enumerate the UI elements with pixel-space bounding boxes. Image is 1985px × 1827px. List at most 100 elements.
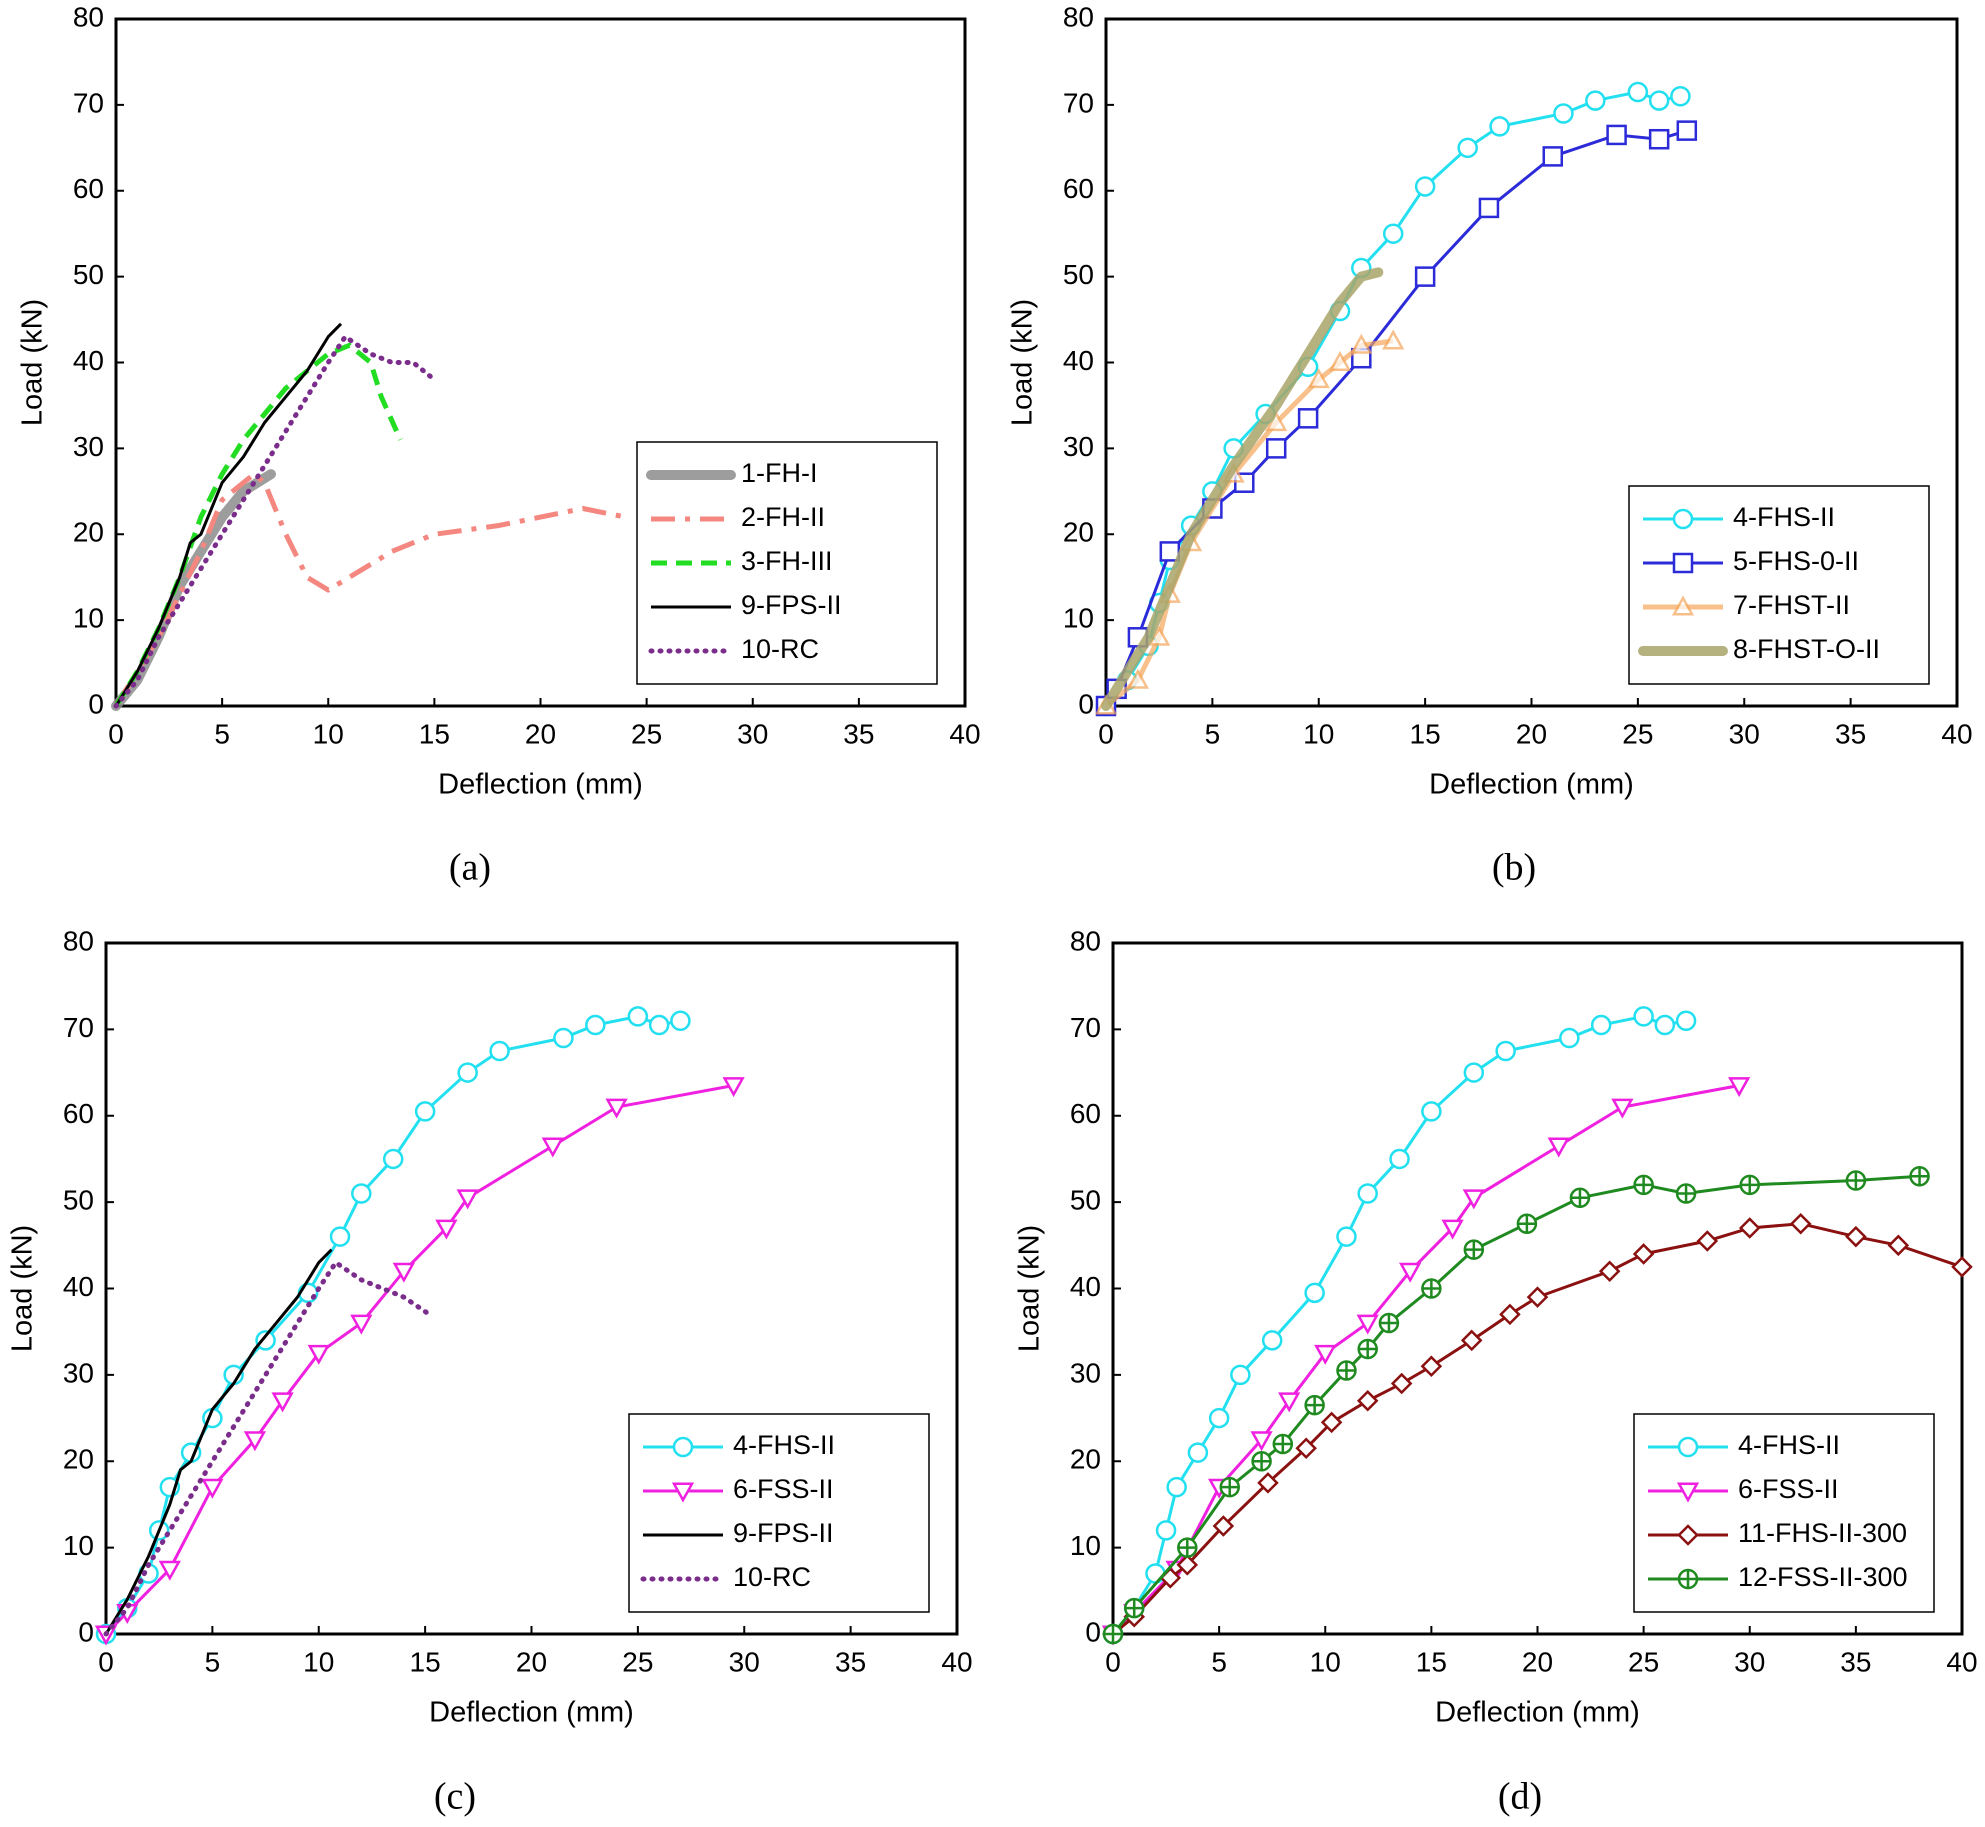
- x-tick-label: 35: [843, 718, 874, 749]
- marker: [1542, 146, 1564, 167]
- marker: [605, 1098, 628, 1119]
- series-line: [113, 471, 626, 708]
- marker: [1166, 1476, 1187, 1498]
- marker: [722, 1077, 745, 1098]
- marker: [1295, 1437, 1317, 1460]
- y-tick-label: 10: [1063, 603, 1094, 634]
- series-line: [114, 322, 343, 707]
- marker: [1219, 1476, 1240, 1498]
- marker: [1251, 1451, 1272, 1472]
- marker: [1598, 1260, 1621, 1282]
- marker: [1677, 1436, 1699, 1458]
- marker: [1278, 1392, 1301, 1413]
- marker: [1845, 1170, 1867, 1191]
- marker: [1297, 408, 1319, 429]
- y-tick-label: 20: [1070, 1444, 1101, 1475]
- legend: 4-FHS-II 6-FSS-II 9-FPS-II 10-RC: [628, 1413, 930, 1613]
- marker: [1590, 1014, 1612, 1036]
- series-line: [111, 469, 276, 711]
- marker: [1738, 1217, 1761, 1239]
- legend-label: 4-FHS-II: [1733, 502, 1835, 532]
- marker: [1208, 1407, 1230, 1429]
- y-tick-label: 30: [1070, 1357, 1101, 1388]
- marker: [1499, 1303, 1521, 1326]
- y-tick-label: 50: [1063, 259, 1094, 290]
- y-tick-label: 50: [73, 259, 104, 290]
- y-tick-label: 0: [88, 688, 104, 719]
- x-tick-label: 40: [1946, 1646, 1977, 1677]
- marker: [1585, 90, 1606, 111]
- series-line: [103, 1260, 432, 1637]
- marker: [489, 1040, 510, 1062]
- marker: [1382, 329, 1405, 350]
- marker: [1462, 1189, 1485, 1210]
- marker: [648, 1014, 670, 1036]
- chart-panel: 0 5 10 15 20 25 30 35 40 0 10 20 30 40 50 60 70 80 Deflect…: [17, 1, 981, 888]
- x-tick-label: 0: [108, 718, 124, 749]
- x-tick-label: 10: [1310, 1646, 1341, 1677]
- legend: 4-FHS-II 6-FSS-II 11-FHS-II-300 12-FSS-II-3…: [1633, 1413, 1935, 1613]
- subplot-label: (b): [1492, 847, 1536, 889]
- marker: [1677, 1524, 1699, 1546]
- series-line: [1104, 129, 1688, 707]
- marker: [1382, 223, 1404, 244]
- marker: [1460, 1329, 1483, 1352]
- marker: [1648, 90, 1670, 111]
- marker: [1553, 103, 1574, 124]
- marker: [1399, 1262, 1422, 1283]
- legend-label: 12-FSS-II-300: [1738, 1562, 1908, 1592]
- x-tick-label: 40: [941, 1646, 972, 1677]
- marker: [1789, 1212, 1812, 1235]
- series-line: [1101, 267, 1384, 711]
- y-tick-label: 60: [73, 173, 104, 204]
- marker: [670, 1010, 691, 1031]
- marker: [1102, 1623, 1124, 1645]
- marker: [1328, 350, 1352, 371]
- marker: [351, 1183, 372, 1204]
- marker: [1261, 1330, 1283, 1351]
- x-tick-label: 30: [1734, 1646, 1765, 1677]
- x-tick-label: 0: [1098, 718, 1114, 749]
- x-tick-label: 20: [1516, 718, 1547, 749]
- x-tick-label: 10: [313, 718, 344, 749]
- y-tick-label: 70: [1063, 87, 1094, 118]
- series-line: [1112, 1222, 1963, 1636]
- marker: [1336, 1226, 1357, 1247]
- marker: [1357, 1338, 1378, 1360]
- x-tick-label: 30: [1729, 718, 1760, 749]
- marker: [1526, 1286, 1549, 1308]
- marker: [1671, 595, 1695, 616]
- marker: [271, 1392, 294, 1413]
- legend-label: 1-FH-I: [741, 458, 818, 488]
- y-tick-label: 0: [1078, 688, 1094, 719]
- marker: [1887, 1234, 1910, 1257]
- y-tick-label: 0: [1085, 1616, 1101, 1647]
- y-tick-label: 10: [63, 1530, 94, 1561]
- marker: [1441, 1219, 1464, 1240]
- marker: [414, 1101, 436, 1122]
- legend: 1-FH-I 2-FH-II 3-FH-III 9-FPS-II 10-RC: [636, 441, 938, 685]
- y-axis-title: Load (kN): [17, 299, 49, 426]
- marker: [1357, 1183, 1378, 1204]
- marker: [1230, 1364, 1251, 1386]
- legend-label: 4-FHS-II: [1738, 1430, 1840, 1460]
- marker: [1414, 266, 1436, 287]
- series-line: [104, 1084, 734, 1636]
- x-tick-label: 10: [1303, 718, 1334, 749]
- y-tick-label: 0: [78, 1616, 94, 1647]
- y-tick-label: 20: [1063, 517, 1094, 548]
- legend-label: 6-FSS-II: [733, 1474, 834, 1504]
- marker: [1250, 1431, 1273, 1452]
- marker: [1675, 1183, 1697, 1204]
- marker: [1177, 1537, 1198, 1558]
- x-tick-label: 20: [525, 718, 556, 749]
- marker: [1320, 1411, 1343, 1434]
- marker: [1389, 1148, 1410, 1170]
- marker: [329, 1226, 351, 1247]
- legend-label: 2-FH-II: [741, 502, 825, 532]
- y-tick-label: 80: [73, 1, 104, 32]
- marker: [1123, 1597, 1145, 1619]
- x-tick-label: 5: [214, 718, 230, 749]
- y-tick-label: 70: [1070, 1012, 1101, 1043]
